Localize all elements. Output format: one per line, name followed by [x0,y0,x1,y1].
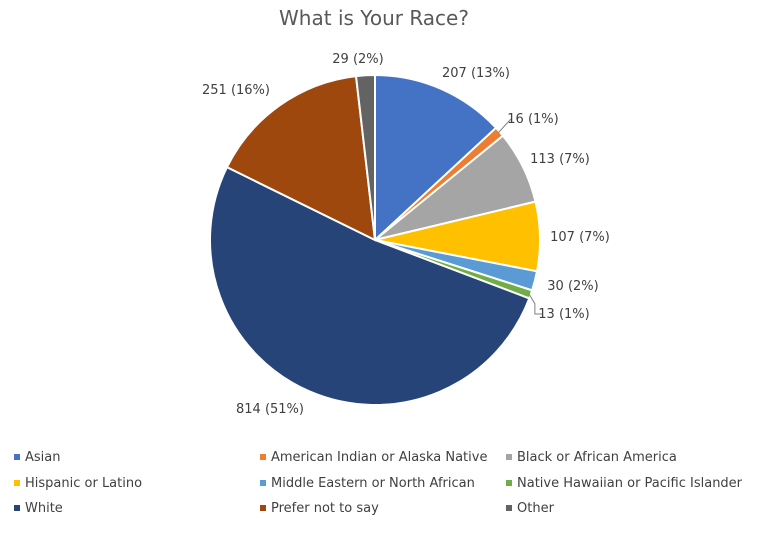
legend-label-9: Other [517,501,555,516]
legend-item-6: Native Hawaiian or Pacific Islander [506,476,743,491]
leader-lines [497,118,542,315]
legend-label-5: Middle Eastern or North African [271,476,475,491]
leader-line-2 [497,118,512,134]
legend-item-1: Asian [14,450,60,465]
legend-label-8: Prefer not to say [271,501,379,516]
legend-item-7: White [14,501,63,516]
data-label-8: 251 (16%) [202,83,270,98]
data-labels: 207 (13%) 16 (1%) 113 (7%) 107 (7%) 30 (2%) 1… [202,52,610,417]
data-label-3: 113 (7%) [530,152,590,167]
legend-item-9: Other [506,501,555,516]
legend-swatch-6 [506,480,512,486]
legend-item-3: Black or African America [506,450,677,465]
chart-title: What is Your Race? [279,6,469,30]
data-label-7: 814 (51%) [236,402,304,417]
pie-slices [208,73,541,406]
legend-item-5: Middle Eastern or North African [260,476,475,491]
legend-label-2: American Indian or Alaska Native [271,450,487,465]
legend-label-4: Hispanic or Latino [25,476,142,491]
legend-swatch-3 [506,454,512,460]
legend-label-6: Native Hawaiian or Pacific Islander [517,476,743,491]
legend-swatch-2 [260,454,266,460]
legend-swatch-5 [260,480,266,486]
legend-item-2: American Indian or Alaska Native [260,450,487,465]
legend-item-4: Hispanic or Latino [14,476,142,491]
legend-label-3: Black or African America [517,450,677,465]
legend-swatch-1 [14,454,20,460]
data-label-9: 29 (2%) [332,52,383,67]
legend: Asian American Indian or Alaska Native Bla… [14,450,743,516]
data-label-5: 30 (2%) [547,279,598,294]
legend-label-7: White [25,501,63,516]
legend-label-1: Asian [25,450,60,465]
legend-swatch-8 [260,505,266,511]
legend-item-8: Prefer not to say [260,501,379,516]
pie-slice-7 [208,165,531,406]
legend-swatch-4 [14,480,20,486]
data-label-6: 13 (1%) [538,307,589,322]
data-label-4: 107 (7%) [550,230,610,245]
data-label-1: 207 (13%) [442,66,510,81]
data-label-2: 16 (1%) [507,112,558,127]
pie-slice-9 [354,73,376,241]
legend-swatch-9 [506,505,512,511]
pie-slice-1 [374,73,498,243]
legend-swatch-7 [14,505,20,511]
pie-slice-8 [225,74,377,242]
leader-line-6 [528,293,542,315]
